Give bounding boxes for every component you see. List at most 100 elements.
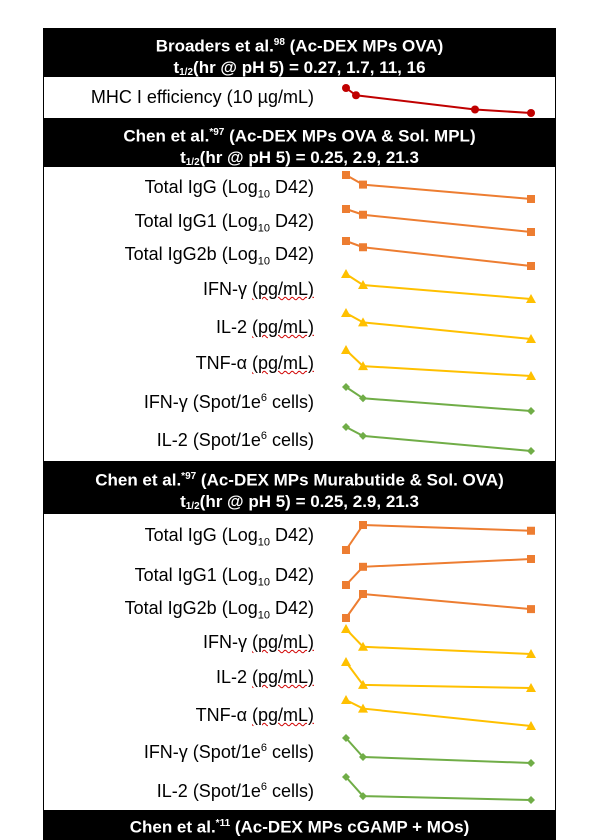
data-point-diamond	[359, 753, 367, 761]
data-point-triangle	[341, 657, 351, 666]
data-point-square	[527, 555, 535, 563]
row-label-total-igg: Total IgG (Log10 D42)	[144, 525, 314, 549]
data-point-triangle	[341, 695, 351, 704]
data-point-diamond	[342, 773, 350, 781]
data-point-square	[342, 205, 350, 213]
row-label-il2-pg: IL-2 (pg/mL)	[215, 667, 314, 687]
data-point-square	[359, 521, 367, 529]
section-halflife: t1/2(hr @ pH 5) = 0.25, 2.9, 21.3	[180, 491, 419, 512]
data-point-triangle	[341, 345, 351, 354]
series-line	[345, 312, 532, 340]
data-point-square	[359, 243, 367, 252]
data-point-circle	[527, 109, 535, 117]
data-point-square	[359, 562, 367, 571]
row-label-total-igg1: Total IgG1 (Log10 D42)	[134, 565, 314, 589]
row-label-ifn-pg: IFN-γ (pg/mL)	[202, 632, 314, 652]
data-point-square	[359, 180, 367, 189]
data-point-circle	[352, 91, 360, 100]
section-title: Chen et al.*97 (Ac-DEX MPs Murabutide & …	[95, 470, 504, 490]
data-point-triangle	[526, 334, 536, 343]
series-line	[345, 174, 532, 200]
data-point-square	[527, 262, 535, 270]
section-body-broaders	[43, 77, 556, 118]
series-line	[345, 699, 532, 727]
data-point-triangle	[358, 641, 368, 651]
data-point-triangle	[526, 371, 536, 380]
row-label-ifn-pg: IFN-γ (pg/mL)	[202, 279, 314, 299]
data-point-square	[342, 614, 350, 622]
series-line	[345, 737, 532, 764]
series-line	[345, 776, 532, 801]
data-point-square	[527, 526, 535, 535]
data-point-triangle	[358, 679, 368, 689]
data-point-triangle	[526, 721, 536, 730]
data-point-square	[342, 171, 350, 179]
data-point-triangle	[358, 361, 368, 371]
data-point-diamond	[342, 734, 350, 742]
row-label-total-igg: Total IgG (Log10 D42)	[144, 177, 314, 201]
series-line	[345, 273, 532, 300]
section-halflife: t1/2(hr @ pH 5) = 0.27, 1.7, 11, 16	[173, 57, 426, 78]
data-point-square	[359, 590, 367, 598]
row-label-total-igg1: Total IgG1 (Log10 D42)	[134, 211, 314, 235]
data-point-square	[527, 605, 535, 614]
data-point-triangle	[358, 317, 368, 327]
row-label-ifn-spot: IFN-γ (Spot/1e6 cells)	[143, 392, 314, 412]
data-point-circle	[471, 105, 479, 114]
data-point-diamond	[359, 792, 367, 801]
row-label-il2-pg: IL-2 (pg/mL)	[215, 317, 314, 337]
row-label-mhc: MHC I efficiency (10 µg/mL)	[90, 87, 314, 107]
section-header-broaders: Broaders et al.98 (Ac-DEX MPs OVA) t1/2(…	[43, 28, 556, 78]
section-body-chen-murabutide	[43, 514, 556, 810]
series-line	[345, 523, 532, 551]
data-point-diamond	[359, 431, 367, 440]
data-point-square	[359, 210, 367, 219]
series-line	[345, 349, 532, 377]
figure: Broaders et al.98 (Ac-DEX MPs OVA) t1/2(…	[43, 28, 556, 840]
series-line	[345, 661, 532, 689]
row-label-tnf-pg: TNF-α (pg/mL)	[195, 705, 314, 725]
series-line	[345, 240, 532, 267]
data-point-triangle	[341, 269, 351, 278]
section-header-chen-mpl: Chen et al.*97 (Ac-DEX MPs OVA & Sol. MP…	[43, 118, 556, 168]
row-label-ifn-spot: IFN-γ (Spot/1e6 cells)	[143, 742, 314, 762]
section-title: Broaders et al.98 (Ac-DEX MPs OVA)	[155, 36, 444, 56]
data-point-square	[342, 546, 350, 554]
series-line	[345, 386, 532, 412]
series-line	[345, 628, 532, 655]
data-point-triangle	[358, 280, 368, 289]
data-point-triangle	[341, 308, 351, 317]
row-label-il2-spot: IL-2 (Spot/1e6 cells)	[156, 430, 314, 450]
series-line	[345, 558, 532, 586]
data-point-diamond	[527, 407, 535, 415]
data-point-square	[342, 237, 350, 245]
data-point-triangle	[341, 624, 351, 633]
row-label-tnf-pg: TNF-α (pg/mL)	[195, 353, 314, 373]
data-point-square	[342, 581, 350, 589]
data-point-triangle	[526, 294, 536, 303]
section-body-chen-mpl	[43, 167, 556, 461]
data-point-triangle	[358, 703, 368, 713]
section-header-chen-murabutide: Chen et al.*97 (Ac-DEX MPs Murabutide & …	[43, 461, 556, 514]
data-point-triangle	[526, 683, 536, 692]
series-line	[345, 208, 532, 233]
data-point-triangle	[526, 649, 536, 658]
data-point-diamond	[527, 447, 535, 455]
data-point-diamond	[527, 796, 535, 804]
section-halflife: t1/2(hr @ pH 5) = 0.25, 2.9, 21.3	[180, 147, 419, 168]
row-label-total-igg2b: Total IgG2b (Log10 D42)	[124, 244, 314, 268]
data-point-square	[527, 228, 535, 236]
series-line	[345, 87, 532, 114]
row-label-total-igg2b: Total IgG2b (Log10 D42)	[124, 598, 314, 622]
data-point-diamond	[342, 383, 350, 391]
data-point-diamond	[359, 394, 367, 403]
row-label-il2-spot: IL-2 (Spot/1e6 cells)	[156, 781, 314, 801]
data-point-square	[527, 195, 535, 203]
data-point-circle	[342, 84, 350, 92]
series-line	[345, 592, 532, 619]
data-point-diamond	[342, 423, 350, 431]
sparklines-plot	[341, 84, 536, 804]
series-line	[345, 426, 532, 452]
section-title: Chen et al.*97 (Ac-DEX MPs OVA & Sol. MP…	[123, 126, 476, 146]
data-point-diamond	[527, 759, 535, 767]
